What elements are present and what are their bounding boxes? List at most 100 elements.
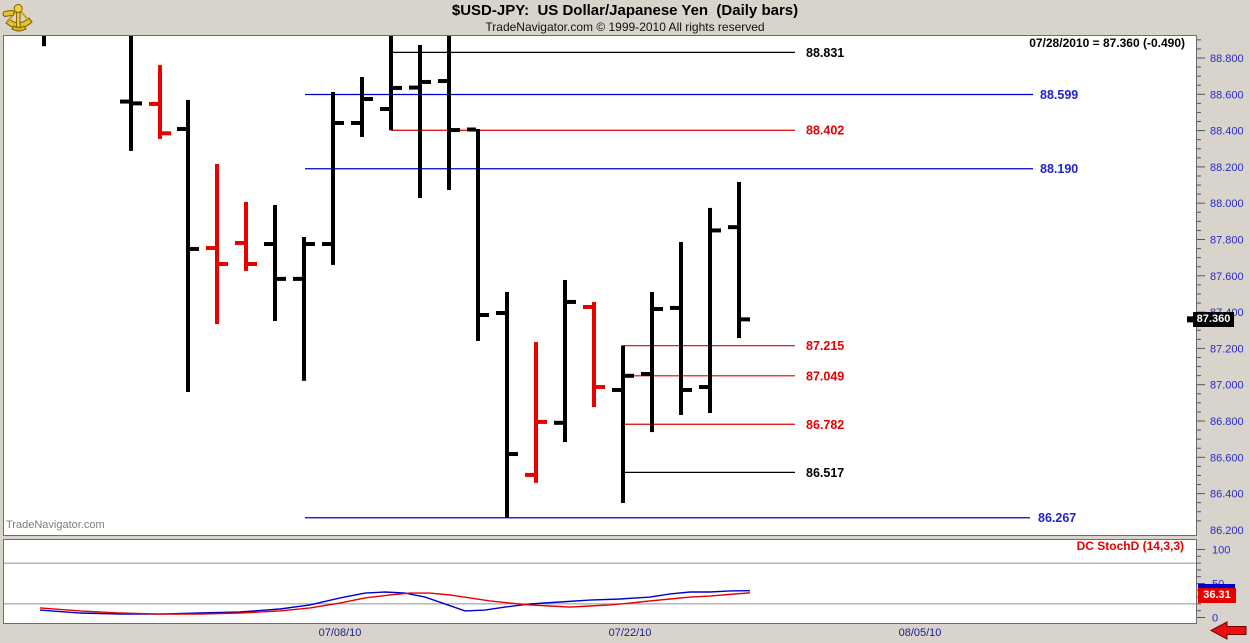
price-axis-label: 87.000 — [1210, 380, 1244, 392]
open-tick — [380, 107, 389, 112]
stoch-axis-label: 100 — [1212, 545, 1230, 557]
swing-line-label: 86.517 — [806, 466, 844, 480]
open-tick — [264, 242, 273, 247]
ohlc-bar — [650, 291, 654, 433]
open-tick — [438, 79, 447, 84]
price-axis-label: 88.600 — [1210, 89, 1244, 101]
stoch-fast-value-marker — [1198, 584, 1235, 588]
open-tick — [293, 276, 302, 281]
price-axis-label: 86.200 — [1210, 525, 1244, 537]
price-axis-label: 87.200 — [1210, 343, 1244, 355]
close-tick — [683, 387, 692, 392]
close-tick — [451, 128, 460, 133]
open-tick — [322, 242, 331, 247]
stochastic-panel[interactable] — [3, 539, 1197, 624]
close-tick — [567, 299, 576, 304]
open-tick — [467, 127, 476, 132]
open-tick — [728, 225, 737, 230]
close-tick — [625, 373, 634, 378]
ohlc-bar — [679, 242, 683, 416]
ohlc-bar — [708, 207, 712, 414]
last-price-notch — [1187, 316, 1196, 323]
close-tick — [162, 131, 171, 136]
tradenavigator-logo-icon — [2, 4, 33, 32]
open-tick — [120, 99, 129, 104]
price-axis-label: 88.400 — [1210, 126, 1244, 138]
close-tick — [741, 317, 750, 322]
swing-line-label: 88.190 — [1040, 162, 1078, 176]
ohlc-bar — [215, 163, 219, 325]
ohlc-bar — [418, 44, 422, 198]
close-tick — [219, 262, 228, 267]
watermark: TradeNavigator.com — [6, 519, 105, 531]
swing-line-label: 88.599 — [1040, 88, 1078, 102]
swing-line-label: 88.402 — [806, 124, 844, 138]
chart-title: $USD-JPY: US Dollar/Japanese Yen (Daily … — [451, 2, 799, 19]
price-axis-label: 86.600 — [1210, 452, 1244, 464]
open-tick — [149, 101, 158, 106]
close-tick — [133, 101, 142, 106]
stoch-value-badge: 36.31 — [1198, 588, 1236, 603]
close-tick — [654, 307, 663, 312]
ohlc-bar — [476, 128, 480, 341]
stoch-fast-line — [39, 589, 751, 615]
price-axis-label: 87.800 — [1210, 235, 1244, 247]
last-price-badge: 87.360 — [1193, 312, 1234, 327]
ohlc-bar — [129, 36, 133, 151]
open-tick — [235, 240, 244, 245]
ohlc-bar — [331, 91, 335, 265]
close-tick — [422, 79, 431, 84]
scroll-left-arrow-button[interactable] — [1209, 620, 1249, 642]
ohlc-bar — [158, 65, 162, 139]
date-axis-label: 07/08/10 — [318, 627, 362, 639]
date-axis-label: 07/22/10 — [608, 627, 652, 639]
copyright-subtitle: TradeNavigator.com © 1999-2010 All right… — [485, 20, 765, 34]
open-tick — [670, 305, 679, 310]
value-axis[interactable]: 88.800 88.600 88.400 88.200 88.000 87.800 87.6… — [1197, 35, 1250, 624]
open-tick — [699, 385, 708, 390]
close-tick — [306, 242, 315, 247]
ohlc-bar — [244, 201, 248, 271]
ohlc-bar — [302, 236, 306, 381]
ohlc-bar — [592, 301, 596, 408]
price-axis-label: 88.200 — [1210, 162, 1244, 174]
price-axis-label: 86.400 — [1210, 489, 1244, 501]
ohlc-bar — [563, 279, 567, 443]
date-axis[interactable]: 07/08/10 07/22/10 08/05/10 — [0, 624, 1250, 643]
open-tick — [496, 311, 505, 316]
close-tick — [393, 85, 402, 90]
open-tick — [641, 371, 650, 376]
price-chart-canvas: 88.831 88.599 88.402 88.190 87.215 87.049 86.7… — [42, 36, 1196, 525]
stochastic-canvas — [4, 562, 1196, 615]
price-axis-label: 88.800 — [1210, 53, 1244, 65]
close-tick — [480, 313, 489, 318]
swing-line-label: 86.782 — [806, 418, 844, 432]
close-tick — [277, 276, 286, 281]
ohlc-bar — [360, 77, 364, 137]
open-tick — [409, 85, 418, 90]
close-tick — [248, 262, 257, 267]
close-tick — [509, 452, 518, 457]
close-tick — [190, 246, 199, 251]
price-chart-panel[interactable]: 88.831 88.599 88.402 88.190 87.215 87.049 86.7… — [3, 35, 1197, 536]
close-tick — [538, 419, 547, 424]
open-tick — [612, 387, 621, 392]
close-tick — [335, 120, 344, 125]
last-bar-info: 07/28/2010 = 87.360 (-0.490) — [1029, 36, 1185, 50]
date-axis-label: 08/05/10 — [898, 627, 942, 639]
swing-line-label: 88.831 — [806, 46, 844, 60]
stochastic-indicator-label: DC StochD (14,3,3) — [1076, 539, 1184, 553]
ohlc-bar — [447, 36, 451, 190]
price-axis-label: 87.600 — [1210, 271, 1244, 283]
swing-line-label: 87.215 — [806, 339, 844, 353]
stoch-slow-line — [39, 592, 751, 615]
value-axis-canvas: 88.800 88.600 88.400 88.200 88.000 87.800 87.6… — [1197, 39, 1244, 625]
ohlc-bar — [42, 36, 46, 47]
close-tick — [364, 97, 373, 102]
stoch-axis-label: 0 — [1212, 613, 1218, 625]
open-tick — [525, 472, 534, 477]
ohlc-bar — [273, 205, 277, 321]
ohlc-bar — [389, 36, 393, 131]
close-tick — [596, 385, 605, 390]
ohlc-bar — [737, 181, 741, 339]
